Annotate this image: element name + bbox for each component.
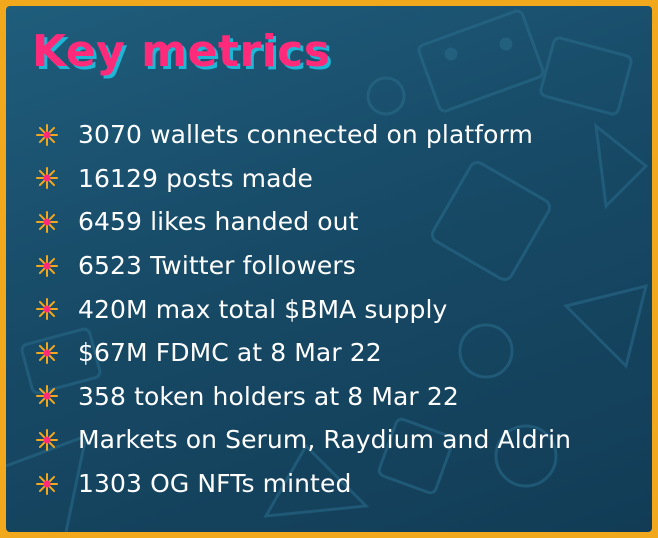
list-item: 1303 OG NFTs minted — [36, 462, 571, 506]
list-item: 3070 wallets connected on platform — [36, 113, 571, 157]
metric-text: 358 token holders at 8 Mar 22 — [78, 381, 459, 411]
starburst-icon — [36, 428, 58, 451]
page-title: Key metrics — [32, 26, 331, 77]
list-item: 358 token holders at 8 Mar 22 — [36, 375, 571, 419]
metric-text: 16129 posts made — [78, 163, 313, 193]
background-pattern — [6, 9, 649, 532]
starburst-icon — [36, 167, 58, 190]
starburst-icon — [36, 472, 58, 495]
metric-text: $67M FDMC at 8 Mar 22 — [78, 338, 382, 368]
list-item: 6523 Twitter followers — [36, 244, 571, 288]
metric-text: 6459 likes handed out — [78, 207, 359, 237]
starburst-icon — [36, 298, 58, 321]
list-item: $67M FDMC at 8 Mar 22 — [36, 331, 571, 375]
metrics-list: 3070 wallets connected on platform 16129 … — [36, 113, 571, 505]
list-item: 16129 posts made — [36, 157, 571, 201]
starburst-icon — [36, 341, 58, 364]
metrics-card: Key metrics 3070 wallets connected on pl… — [6, 6, 652, 532]
starburst-icon — [36, 385, 58, 408]
metric-text: 420M max total $BMA supply — [78, 294, 448, 324]
metric-text: 6523 Twitter followers — [78, 251, 356, 281]
list-item: Markets on Serum, Raydium and Aldrin — [36, 418, 571, 462]
list-item: 6459 likes handed out — [36, 200, 571, 244]
metric-text: 1303 OG NFTs minted — [78, 469, 352, 499]
starburst-icon — [36, 254, 58, 277]
metric-text: Markets on Serum, Raydium and Aldrin — [78, 425, 572, 455]
list-item: 420M max total $BMA supply — [36, 287, 571, 331]
starburst-icon — [36, 210, 58, 233]
metric-text: 3070 wallets connected on platform — [78, 120, 533, 150]
starburst-icon — [36, 123, 58, 146]
